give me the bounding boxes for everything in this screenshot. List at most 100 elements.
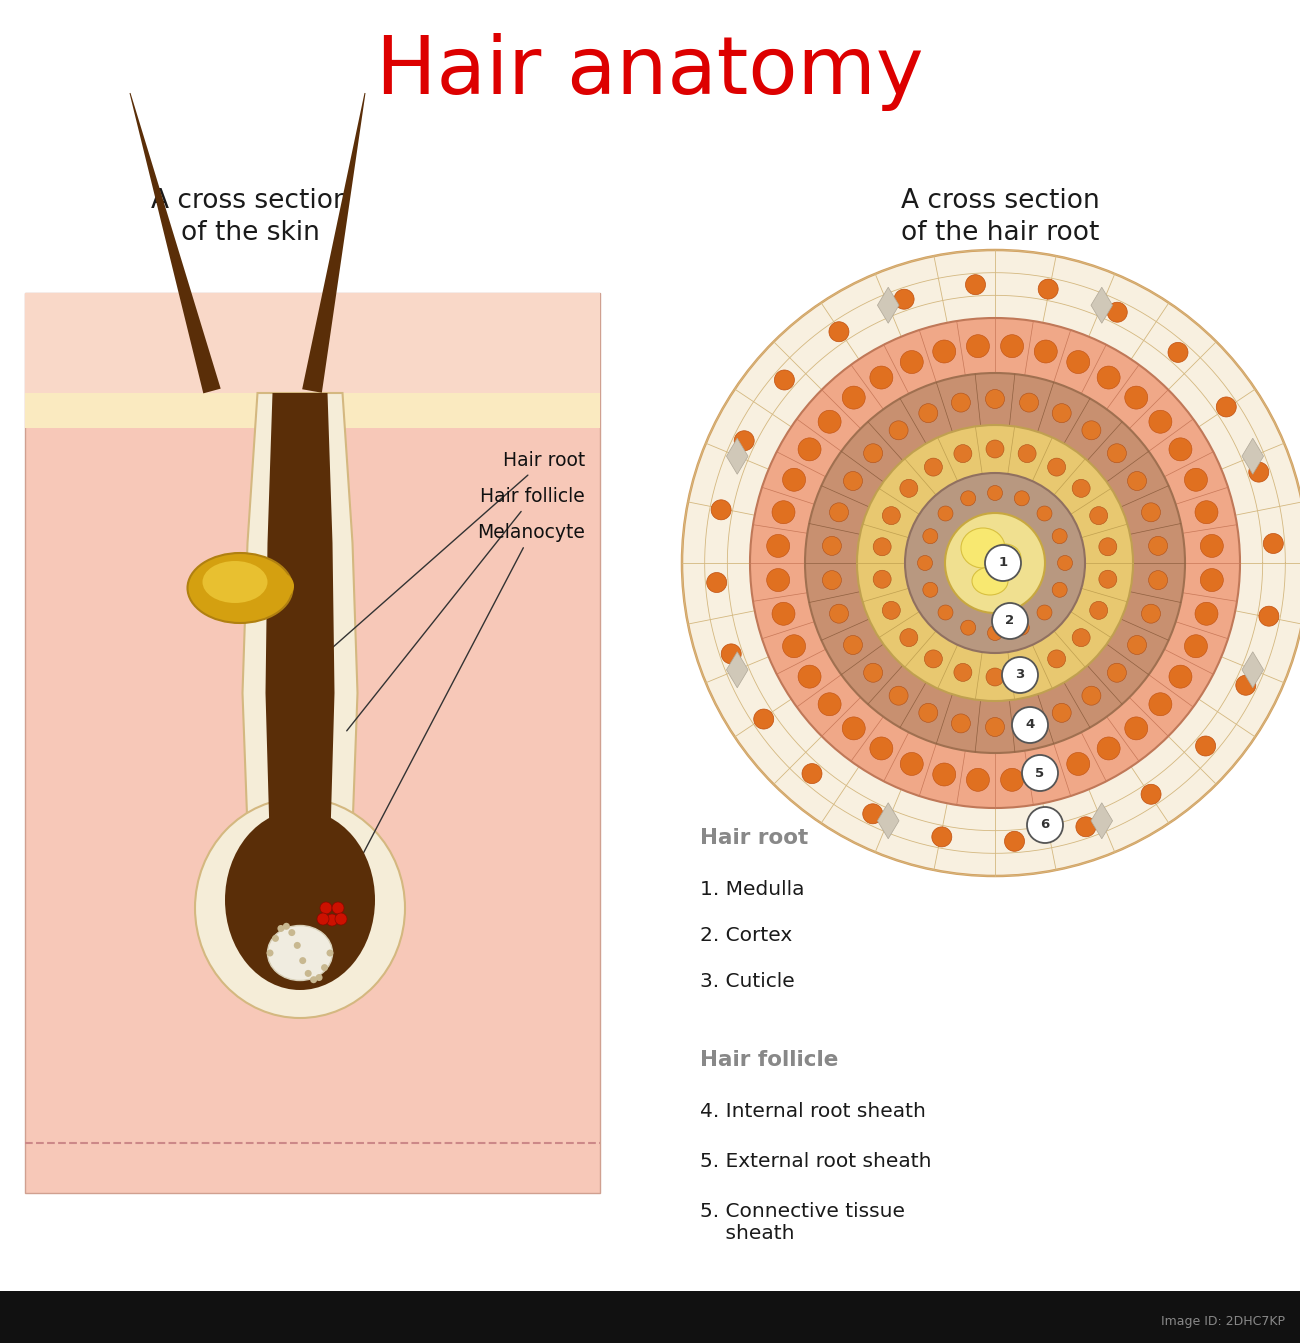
Text: Image ID: 2DHC7KP: Image ID: 2DHC7KP [1161, 1315, 1284, 1327]
Circle shape [1149, 693, 1171, 716]
Circle shape [874, 537, 892, 556]
Circle shape [992, 603, 1028, 639]
Text: Hair follicle: Hair follicle [347, 488, 585, 731]
Circle shape [1124, 385, 1148, 410]
Circle shape [1072, 479, 1091, 497]
Ellipse shape [225, 810, 374, 990]
Polygon shape [243, 393, 358, 829]
Circle shape [900, 479, 918, 497]
Circle shape [1108, 663, 1126, 682]
Circle shape [952, 393, 970, 412]
Circle shape [1169, 665, 1192, 688]
Text: Hair root: Hair root [317, 451, 585, 661]
Circle shape [805, 373, 1186, 753]
Circle shape [772, 501, 796, 524]
Circle shape [932, 827, 952, 847]
Circle shape [901, 351, 923, 373]
Circle shape [1184, 635, 1208, 658]
Polygon shape [251, 583, 289, 603]
Circle shape [1108, 302, 1127, 322]
Circle shape [905, 473, 1086, 653]
Circle shape [682, 250, 1300, 876]
Circle shape [857, 424, 1134, 701]
Polygon shape [1091, 803, 1113, 839]
Text: 5: 5 [1035, 767, 1045, 779]
Circle shape [798, 665, 822, 688]
Circle shape [326, 915, 338, 927]
Polygon shape [302, 93, 365, 392]
Circle shape [844, 635, 862, 654]
Circle shape [1072, 629, 1091, 646]
Circle shape [1097, 367, 1121, 389]
Circle shape [1035, 763, 1057, 786]
Circle shape [1037, 604, 1052, 620]
Polygon shape [1091, 287, 1113, 324]
Text: 2. Cortex: 2. Cortex [699, 927, 792, 945]
Circle shape [1057, 556, 1072, 571]
Text: Hair follicle: Hair follicle [699, 1050, 838, 1070]
Circle shape [961, 490, 976, 506]
Circle shape [311, 976, 317, 983]
Circle shape [829, 604, 849, 623]
Circle shape [1002, 657, 1037, 693]
Text: 1. Medulla: 1. Medulla [699, 880, 805, 898]
Circle shape [1195, 602, 1218, 626]
Circle shape [883, 506, 901, 525]
Circle shape [954, 445, 972, 462]
Circle shape [317, 913, 329, 925]
Circle shape [945, 513, 1045, 612]
Circle shape [985, 389, 1005, 408]
Circle shape [900, 629, 918, 646]
Circle shape [1048, 458, 1066, 477]
Circle shape [1052, 583, 1067, 598]
Circle shape [1014, 490, 1030, 506]
Circle shape [932, 763, 955, 786]
Circle shape [1067, 351, 1089, 373]
Polygon shape [1242, 438, 1264, 474]
Circle shape [919, 404, 937, 423]
Circle shape [870, 367, 893, 389]
Circle shape [1108, 443, 1126, 463]
Text: A cross section
of the hair root: A cross section of the hair root [901, 188, 1100, 246]
Text: Hair anatomy: Hair anatomy [376, 34, 924, 111]
Circle shape [802, 764, 822, 783]
Polygon shape [727, 438, 747, 474]
Circle shape [842, 717, 866, 740]
Circle shape [829, 322, 849, 341]
Circle shape [939, 506, 953, 521]
Circle shape [1264, 533, 1283, 553]
Circle shape [932, 340, 955, 363]
Polygon shape [878, 287, 900, 324]
Circle shape [1195, 501, 1218, 524]
Ellipse shape [989, 544, 1021, 572]
Ellipse shape [203, 561, 268, 603]
Circle shape [889, 686, 909, 705]
Circle shape [1141, 502, 1161, 522]
Circle shape [783, 635, 806, 658]
Circle shape [1089, 506, 1108, 525]
Circle shape [1005, 831, 1024, 851]
Bar [25, 293, 601, 1193]
Circle shape [1082, 686, 1101, 705]
Circle shape [316, 974, 322, 980]
Circle shape [1098, 571, 1117, 588]
Circle shape [767, 568, 789, 591]
Circle shape [1167, 342, 1188, 363]
Circle shape [1037, 506, 1052, 521]
Circle shape [901, 752, 923, 775]
Circle shape [924, 458, 942, 477]
Circle shape [798, 438, 822, 461]
Circle shape [1018, 445, 1036, 462]
Text: 1: 1 [998, 556, 1008, 569]
Circle shape [952, 714, 970, 733]
Circle shape [1236, 676, 1256, 696]
Text: 2: 2 [1005, 615, 1014, 627]
Circle shape [863, 663, 883, 682]
Circle shape [1200, 568, 1223, 591]
Text: A cross section
of the skin: A cross section of the skin [151, 188, 350, 246]
Circle shape [924, 650, 942, 667]
Circle shape [266, 950, 273, 956]
Circle shape [1001, 768, 1023, 791]
Circle shape [1014, 620, 1030, 635]
Text: 5. External root sheath: 5. External root sheath [699, 1152, 932, 1171]
